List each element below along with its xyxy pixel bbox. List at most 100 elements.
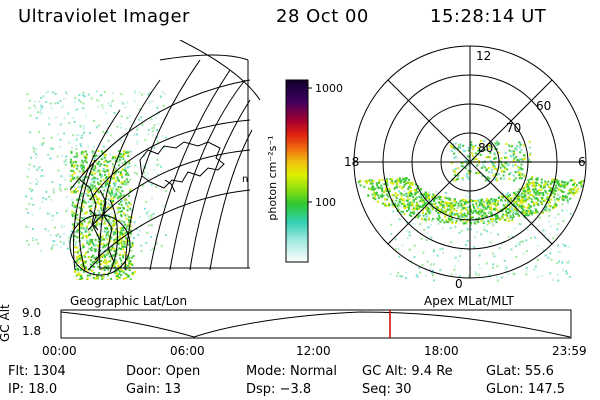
aurora-pixel: [35, 238, 38, 241]
aurora-pixel: [120, 221, 123, 224]
aurora-pixel: [556, 262, 559, 265]
aurora-pixel: [115, 279, 118, 280]
aurora-pixel: [515, 209, 518, 212]
aurora-pixel: [573, 182, 576, 185]
aurora-pixel: [76, 213, 79, 216]
aurora-pixel: [119, 139, 122, 142]
aurora-pixel: [482, 164, 485, 167]
aurora-pixel: [374, 187, 377, 190]
aurora-pixel: [460, 204, 463, 207]
aurora-pixel: [68, 240, 71, 243]
aurora-pixel: [481, 204, 484, 207]
aurora-pixel: [525, 184, 528, 187]
aurora-pixel: [415, 202, 418, 205]
aurora-pixel: [67, 112, 70, 115]
aurora-pixel: [87, 194, 90, 197]
aurora-pixel: [148, 224, 151, 227]
aurora-pixel: [438, 211, 441, 214]
aurora-pixel: [476, 200, 479, 203]
aurora-pixel: [71, 178, 74, 181]
aurora-pixel: [80, 161, 83, 164]
aurora-pixel: [94, 212, 97, 215]
aurora-pixel: [367, 179, 370, 182]
aurora-pixel: [419, 214, 422, 217]
aurora-pixel: [141, 123, 144, 126]
aurora-pixel: [552, 178, 555, 181]
aurora-pixel: [121, 235, 124, 238]
aurora-pixel: [86, 153, 89, 156]
aurora-pixel: [33, 165, 36, 168]
aurora-pixel: [509, 210, 512, 213]
aurora-pixel: [114, 172, 117, 175]
aurora-pixel: [89, 263, 92, 266]
aurora-pixel: [107, 234, 110, 237]
aurora-pixel: [42, 142, 45, 145]
aurora-pixel: [120, 194, 123, 197]
aurora-pixel: [493, 152, 496, 155]
aurora-pixel: [558, 196, 561, 199]
aurora-pixel: [533, 188, 536, 191]
aurora-pixel: [470, 143, 473, 146]
aurora-pixel: [505, 210, 508, 213]
aurora-pixel: [114, 259, 117, 262]
aurora-pixel: [100, 263, 103, 266]
aurora-pixel: [76, 273, 79, 276]
aurora-pixel: [415, 203, 418, 206]
aurora-pixel: [80, 210, 83, 213]
aurora-pixel: [448, 218, 451, 221]
aurora-pixel: [397, 203, 400, 206]
aurora-pixel: [457, 260, 460, 263]
aurora-pixel: [466, 211, 469, 214]
aurora-pixel: [528, 146, 531, 149]
aurora-pixel: [543, 208, 546, 211]
aurora-pixel: [573, 187, 576, 190]
aurora-pixel: [108, 203, 111, 206]
aurora-pixel: [519, 240, 522, 243]
aurora-pixel: [496, 169, 499, 172]
aurora-pixel: [521, 173, 524, 176]
aurora-pixel: [519, 166, 522, 169]
aurora-pixel: [38, 207, 41, 210]
aurora-pixel: [112, 165, 115, 168]
aurora-pixel: [557, 260, 560, 263]
aurora-pixel: [525, 273, 528, 276]
aurora-pixel: [539, 194, 542, 197]
aurora-pixel: [428, 191, 431, 194]
aurora-pixel: [118, 160, 121, 163]
aurora-pixel: [41, 200, 44, 203]
aurora-pixel: [386, 180, 389, 183]
aurora-pixel: [120, 242, 123, 245]
aurora-pixel: [372, 189, 375, 192]
aurora-pixel: [498, 247, 501, 250]
aurora-pixel: [430, 271, 433, 274]
aurora-pixel: [129, 178, 132, 181]
aurora-pixel: [559, 251, 562, 254]
aurora-pixel: [147, 181, 150, 184]
aurora-pixel: [103, 200, 106, 203]
aurora-pixel: [522, 252, 525, 255]
aurora-pixel: [502, 164, 505, 167]
aurora-pixel: [86, 277, 89, 280]
aurora-pixel: [79, 186, 82, 189]
aurora-pixel: [489, 220, 492, 223]
aurora-pixel: [531, 176, 534, 179]
aurora-pixel: [94, 205, 97, 208]
aurora-pixel: [75, 198, 78, 201]
aurora-pixel: [91, 186, 94, 189]
aurora-pixel: [97, 265, 100, 268]
aurora-pixel: [113, 195, 116, 198]
aurora-pixel: [450, 150, 453, 153]
left-panel-label: Geographic Lat/Lon: [70, 294, 188, 308]
aurora-pixel: [399, 205, 402, 208]
aurora-pixel: [105, 159, 108, 162]
aurora-pixel: [470, 141, 473, 144]
aurora-pixel: [390, 178, 393, 181]
aurora-pixel: [397, 180, 400, 183]
aurora-pixel: [462, 198, 465, 201]
aurora-pixel: [66, 247, 69, 250]
aurora-pixel: [535, 184, 538, 187]
aurora-pixel: [431, 195, 434, 198]
aurora-pixel: [549, 272, 552, 275]
aurora-pixel: [532, 183, 535, 186]
aurora-pixel: [445, 219, 448, 222]
